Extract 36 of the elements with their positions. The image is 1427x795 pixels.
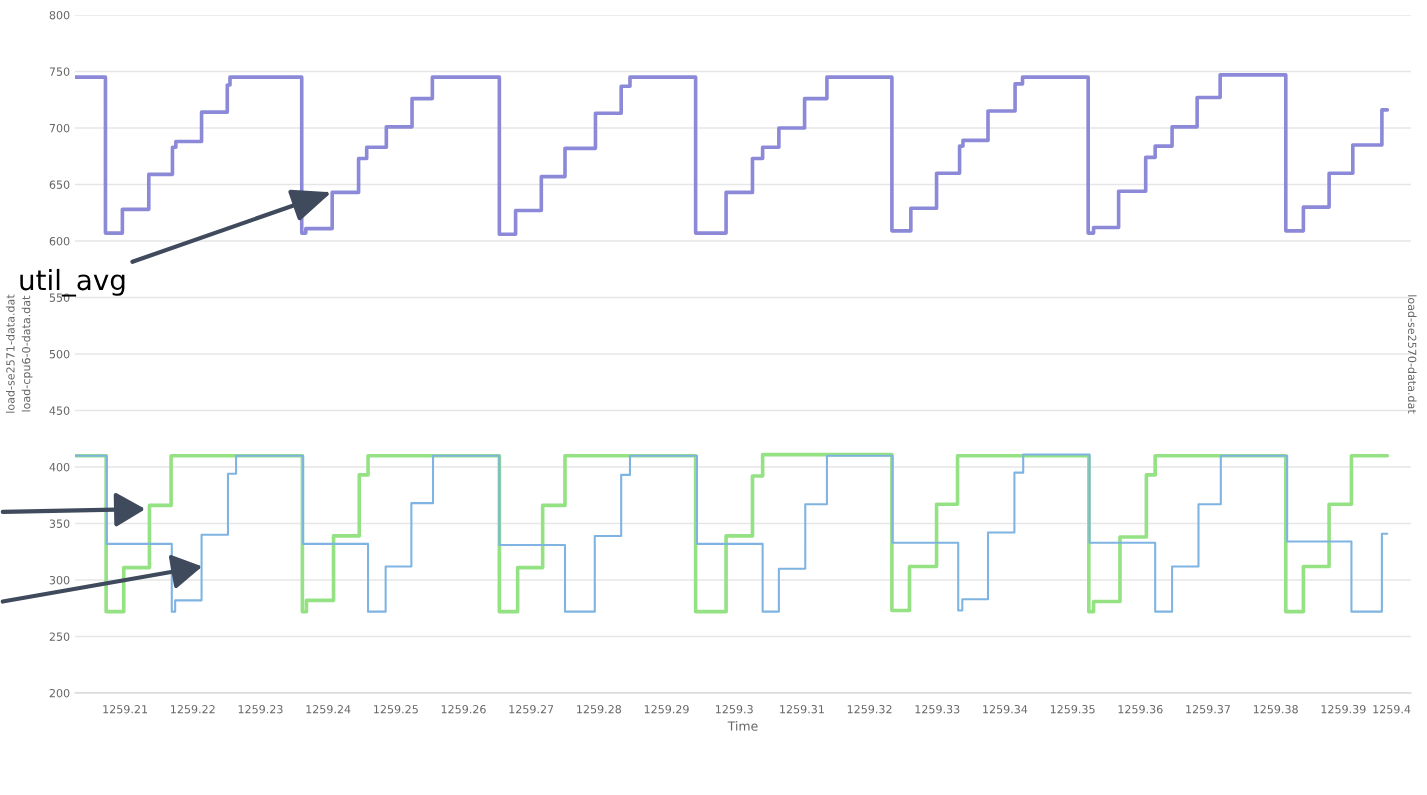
x-tick-label: 1259.38 — [1253, 705, 1298, 714]
text: load-cpu6-0-data.dat — [21, 295, 33, 412]
x-tick-label: 1259.31 — [780, 705, 824, 714]
x-tick-label: 1259.39 — [1321, 705, 1366, 714]
x-axis-title: Time — [727, 721, 758, 731]
x-tick-label: 1259.22 — [171, 705, 215, 714]
y-tick-label: 650 — [49, 180, 70, 189]
x-tick-label: 1259.27 — [509, 705, 554, 714]
y-tick-label: 500 — [49, 349, 70, 359]
y-tick-label: 750 — [49, 67, 70, 76]
y-tick-label: 300 — [49, 575, 70, 585]
x-tick-label: 1259.32 — [847, 705, 892, 714]
x-tick-label: 1259.35 — [1050, 705, 1095, 714]
y-tick-label: 450 — [49, 406, 70, 415]
x-tick-label: 1259.26 — [441, 705, 486, 714]
y-tick-label: 200 — [49, 688, 70, 698]
x-tick-label: 1259.23 — [238, 705, 283, 714]
y-tick-label: 600 — [49, 236, 70, 246]
x-tick-label: 1259.3 — [715, 705, 753, 714]
y-tick-label: 700 — [49, 123, 70, 133]
y-tick-label: 400 — [49, 462, 70, 472]
x-tick-label: 1259.37 — [1186, 705, 1230, 714]
x-tick-label: 1259.4 — [1373, 705, 1411, 714]
x-tick-label: 1259.21 — [103, 705, 148, 714]
x-tick-label: 1259.33 — [915, 705, 960, 714]
y2-axis-title: load-se2570-data.dat — [1407, 295, 1417, 414]
x-tick-label: 1259.28 — [577, 705, 622, 714]
y-tick-label: 800 — [49, 10, 70, 20]
x-tick-label: 1259.34 — [983, 705, 1028, 714]
x-tick-label: 1259.36 — [1118, 705, 1163, 714]
x-tick-label: 1259.29 — [644, 705, 689, 714]
y-tick-label: 350 — [49, 519, 70, 528]
text: load-se2571-data.dat — [6, 294, 15, 413]
x-tick-label: 1259.24 — [306, 705, 351, 714]
y-tick-label: 250 — [49, 632, 70, 641]
x-tick-label: 1259.25 — [374, 705, 418, 714]
